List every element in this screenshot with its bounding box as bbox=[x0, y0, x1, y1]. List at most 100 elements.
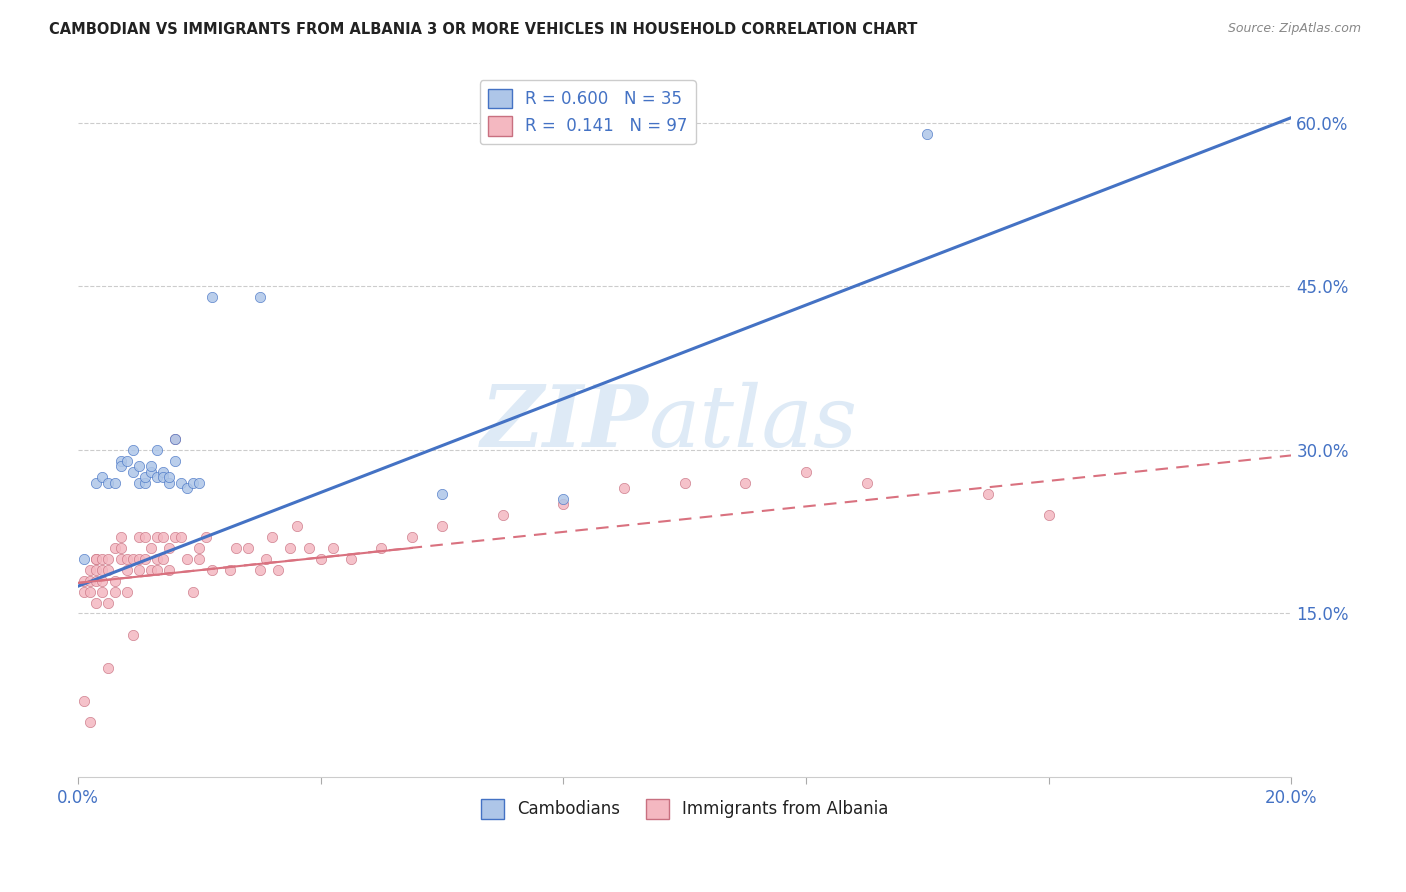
Point bbox=[103, 584, 125, 599]
Point bbox=[115, 584, 138, 599]
Point bbox=[613, 481, 636, 495]
Point bbox=[194, 530, 217, 544]
Point bbox=[152, 552, 174, 566]
Point bbox=[134, 475, 156, 490]
Point bbox=[97, 552, 120, 566]
Point bbox=[73, 584, 96, 599]
Point bbox=[734, 475, 756, 490]
Point bbox=[139, 541, 162, 555]
Point bbox=[309, 552, 332, 566]
Point bbox=[73, 693, 96, 707]
Point bbox=[146, 530, 169, 544]
Point bbox=[73, 552, 96, 566]
Point bbox=[86, 552, 108, 566]
Point bbox=[152, 530, 174, 544]
Point bbox=[134, 530, 156, 544]
Point bbox=[1038, 508, 1060, 523]
Point bbox=[165, 530, 187, 544]
Point bbox=[110, 530, 132, 544]
Point bbox=[218, 563, 240, 577]
Point bbox=[794, 465, 817, 479]
Point bbox=[86, 574, 108, 588]
Point bbox=[322, 541, 344, 555]
Point bbox=[91, 563, 114, 577]
Text: atlas: atlas bbox=[648, 382, 858, 464]
Legend: Cambodians, Immigrants from Albania: Cambodians, Immigrants from Albania bbox=[474, 793, 896, 825]
Point bbox=[146, 442, 169, 457]
Point bbox=[128, 563, 150, 577]
Point bbox=[430, 486, 453, 500]
Point bbox=[285, 519, 308, 533]
Point bbox=[110, 459, 132, 474]
Point bbox=[298, 541, 321, 555]
Point bbox=[917, 127, 939, 141]
Point bbox=[86, 563, 108, 577]
Point bbox=[370, 541, 392, 555]
Point bbox=[200, 290, 222, 304]
Point bbox=[128, 459, 150, 474]
Point bbox=[86, 552, 108, 566]
Point bbox=[103, 574, 125, 588]
Point bbox=[128, 475, 150, 490]
Text: Source: ZipAtlas.com: Source: ZipAtlas.com bbox=[1227, 22, 1361, 36]
Point bbox=[139, 465, 162, 479]
Point bbox=[97, 563, 120, 577]
Point bbox=[165, 432, 187, 446]
Point bbox=[146, 552, 169, 566]
Point bbox=[152, 470, 174, 484]
Point bbox=[91, 574, 114, 588]
Point bbox=[121, 442, 143, 457]
Point bbox=[115, 454, 138, 468]
Point bbox=[280, 541, 302, 555]
Point bbox=[157, 541, 180, 555]
Point bbox=[188, 475, 211, 490]
Point bbox=[855, 475, 877, 490]
Point bbox=[79, 574, 101, 588]
Point bbox=[128, 552, 150, 566]
Point bbox=[170, 530, 193, 544]
Point bbox=[91, 470, 114, 484]
Point bbox=[121, 465, 143, 479]
Point bbox=[79, 563, 101, 577]
Point bbox=[249, 563, 271, 577]
Point bbox=[103, 541, 125, 555]
Point bbox=[115, 552, 138, 566]
Text: CAMBODIAN VS IMMIGRANTS FROM ALBANIA 3 OR MORE VEHICLES IN HOUSEHOLD CORRELATION: CAMBODIAN VS IMMIGRANTS FROM ALBANIA 3 O… bbox=[49, 22, 918, 37]
Point bbox=[86, 475, 108, 490]
Point bbox=[79, 584, 101, 599]
Point bbox=[673, 475, 696, 490]
Point bbox=[165, 432, 187, 446]
Text: ZIP: ZIP bbox=[481, 381, 648, 465]
Point bbox=[139, 563, 162, 577]
Point bbox=[110, 552, 132, 566]
Point bbox=[262, 530, 284, 544]
Point bbox=[91, 552, 114, 566]
Point bbox=[430, 519, 453, 533]
Point bbox=[97, 661, 120, 675]
Point bbox=[128, 530, 150, 544]
Point bbox=[139, 459, 162, 474]
Point bbox=[165, 454, 187, 468]
Point bbox=[183, 584, 205, 599]
Point bbox=[254, 552, 277, 566]
Point bbox=[200, 563, 222, 577]
Point bbox=[340, 552, 363, 566]
Point bbox=[121, 628, 143, 642]
Point bbox=[267, 563, 290, 577]
Point bbox=[110, 541, 132, 555]
Point bbox=[157, 563, 180, 577]
Point bbox=[79, 715, 101, 730]
Point bbox=[183, 475, 205, 490]
Point bbox=[176, 552, 198, 566]
Point bbox=[86, 595, 108, 609]
Point bbox=[152, 465, 174, 479]
Point bbox=[188, 552, 211, 566]
Point bbox=[553, 497, 575, 511]
Point bbox=[97, 595, 120, 609]
Point bbox=[236, 541, 259, 555]
Point bbox=[157, 470, 180, 484]
Point bbox=[157, 475, 180, 490]
Point bbox=[170, 475, 193, 490]
Point bbox=[977, 486, 1000, 500]
Point bbox=[249, 290, 271, 304]
